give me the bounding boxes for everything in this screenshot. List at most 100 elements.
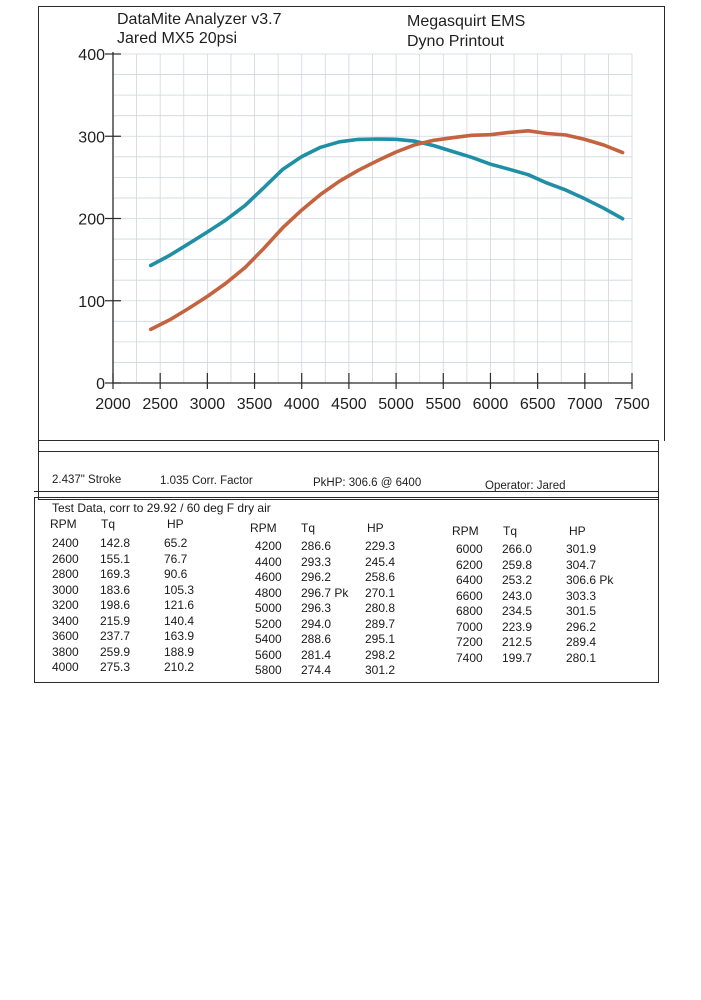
table-cell-hp: 140.4 bbox=[164, 613, 195, 628]
y-tick-label: 300 bbox=[78, 129, 105, 146]
table-cell-tq: 155.1 bbox=[100, 551, 131, 566]
table-cell-rpm: 5200 bbox=[255, 616, 282, 631]
table-frame bbox=[34, 497, 659, 683]
table-cell-hp: 304.7 bbox=[566, 557, 597, 572]
horsepower-series-line bbox=[148, 129, 625, 332]
table-cell-hp: 90.6 bbox=[164, 567, 188, 581]
table-header-tq: Tq bbox=[503, 524, 518, 538]
table-cell-rpm: 6400 bbox=[456, 573, 483, 587]
x-tick-label: 5000 bbox=[378, 396, 414, 413]
table-cell-tq: 215.9 bbox=[100, 613, 131, 628]
table-cell-tq: 259.9 bbox=[100, 644, 131, 659]
table-cell-tq: 296.3 bbox=[301, 601, 332, 615]
x-tick-label: 7500 bbox=[614, 396, 650, 413]
table-cell-rpm: 2800 bbox=[52, 567, 79, 581]
table-cell-tq: 234.5 bbox=[502, 604, 533, 618]
header-title: DataMite Analyzer v3.7 bbox=[117, 11, 282, 28]
table-cell-tq: 286.6 bbox=[301, 539, 332, 553]
table-cell-hp: 188.9 bbox=[164, 644, 195, 659]
table-cell-hp: 280.1 bbox=[566, 650, 597, 665]
table-cell-tq: 259.8 bbox=[502, 557, 533, 572]
header-ems: Megasquirt EMS bbox=[407, 13, 526, 30]
table-cell-tq: 183.6 bbox=[100, 582, 131, 597]
table-cell-tq: 281.4 bbox=[301, 647, 332, 662]
table-cell-rpm: 2400 bbox=[52, 536, 79, 550]
y-tick-label: 100 bbox=[78, 294, 105, 311]
table-cell-rpm: 3800 bbox=[52, 644, 79, 659]
table-cell-tq: 237.7 bbox=[100, 629, 131, 643]
info-frame bbox=[38, 440, 659, 500]
table-cell-hp: 105.3 bbox=[164, 582, 195, 597]
x-tick-label: 5500 bbox=[425, 396, 461, 413]
corr-factor-label: 1.035 Corr. Factor bbox=[160, 475, 253, 487]
table-cell-rpm: 6600 bbox=[456, 588, 483, 603]
table-cell-tq: 198.6 bbox=[100, 598, 131, 612]
table-cell-hp: 76.7 bbox=[164, 551, 188, 566]
table-cell-hp: 298.2 bbox=[365, 647, 396, 662]
table-cell-tq: 223.9 bbox=[502, 619, 533, 634]
y-tick-label: 200 bbox=[78, 212, 105, 229]
table-header-hp: HP bbox=[367, 521, 384, 535]
table-cell-rpm: 6200 bbox=[456, 557, 483, 572]
table-cell-hp: 289.4 bbox=[566, 635, 597, 649]
table-header-rpm: RPM bbox=[250, 521, 277, 535]
table-cell-hp: 258.6 bbox=[365, 570, 396, 584]
table-header-rpm: RPM bbox=[452, 524, 479, 538]
table-divider bbox=[34, 491, 659, 492]
table-cell-rpm: 3000 bbox=[52, 582, 79, 597]
table-cell-hp: 301.5 bbox=[566, 604, 597, 618]
table-cell-tq: 243.0 bbox=[502, 588, 533, 603]
table-cell-tq: 253.2 bbox=[502, 573, 533, 587]
table-cell-tq: 296.7 Pk bbox=[301, 585, 349, 600]
peak-hp-label: PkHP: 306.6 @ 6400 bbox=[313, 477, 422, 489]
x-tick-label: 3000 bbox=[190, 396, 226, 413]
table-cell-rpm: 7000 bbox=[456, 619, 483, 634]
chart-frame bbox=[38, 6, 665, 441]
table-cell-rpm: 3200 bbox=[52, 598, 79, 612]
table-cell-hp: 301.9 bbox=[566, 542, 597, 556]
table-cell-rpm: 4800 bbox=[255, 585, 282, 600]
dyno-chart: 0 100 200 300 400 2000 2500 3000 3500 4000 4500 500… bbox=[78, 47, 650, 413]
table-cell-rpm: 3600 bbox=[52, 629, 79, 643]
table-cell-tq: 142.8 bbox=[100, 536, 131, 550]
table-cell-tq: 296.2 bbox=[301, 570, 332, 584]
table-header-tq: Tq bbox=[301, 521, 316, 535]
x-tick-label: 7000 bbox=[567, 396, 603, 413]
table-cell-rpm: 3400 bbox=[52, 613, 79, 628]
table-cell-rpm: 4600 bbox=[255, 570, 282, 584]
table-cell-tq: 274.4 bbox=[301, 663, 332, 677]
info-divider bbox=[38, 451, 659, 452]
table-cell-tq: 212.5 bbox=[502, 635, 533, 649]
table-cell-hp: 270.1 bbox=[365, 585, 396, 600]
table-cell-tq: 294.0 bbox=[301, 616, 332, 631]
table-cell-hp: 163.9 bbox=[164, 629, 195, 643]
table-cell-tq: 288.6 bbox=[301, 632, 332, 646]
operator-label: Operator: Jared bbox=[485, 480, 566, 492]
table-cell-rpm: 5000 bbox=[255, 601, 282, 615]
header-subtitle: Jared MX5 20psi bbox=[117, 30, 238, 47]
table-cell-hp: 65.2 bbox=[164, 536, 188, 550]
table-header-tq: Tq bbox=[101, 517, 116, 531]
torque-series-line bbox=[148, 137, 625, 268]
table-cell-tq: 169.3 bbox=[100, 567, 131, 581]
header-printout: Dyno Printout bbox=[407, 33, 504, 50]
table-cell-rpm: 7400 bbox=[456, 650, 483, 665]
table-header-rpm: RPM bbox=[50, 517, 77, 531]
x-tick-label: 2500 bbox=[142, 396, 178, 413]
table-cell-rpm: 6800 bbox=[456, 604, 483, 618]
table-cell-rpm: 4200 bbox=[255, 539, 282, 553]
table-cell-hp: 306.6 Pk bbox=[566, 573, 614, 587]
table-cell-hp: 121.6 bbox=[164, 598, 195, 612]
table-cell-rpm: 4400 bbox=[255, 554, 282, 569]
x-tick-label: 6000 bbox=[473, 396, 509, 413]
y-tick-label: 400 bbox=[78, 47, 105, 64]
table-cell-rpm: 6000 bbox=[456, 542, 483, 556]
x-tick-label: 4500 bbox=[331, 396, 367, 413]
table-header-hp: HP bbox=[569, 524, 586, 538]
x-tick-label: 6500 bbox=[520, 396, 556, 413]
table-cell-hp: 280.8 bbox=[365, 601, 396, 615]
table-cell-hp: 229.3 bbox=[365, 539, 396, 553]
table-cell-hp: 303.3 bbox=[566, 588, 597, 603]
table-cell-hp: 289.7 bbox=[365, 616, 396, 631]
